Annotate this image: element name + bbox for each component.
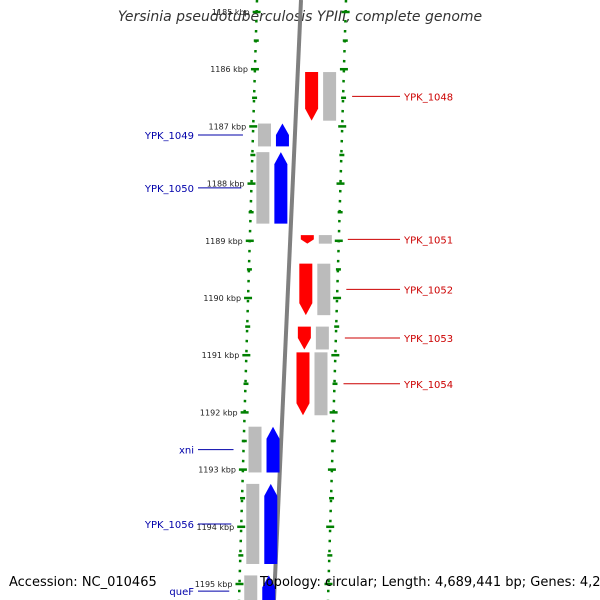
tick-label: 1192 kbp xyxy=(200,408,238,417)
gene-feature-track xyxy=(315,326,329,350)
gene-label-reverse[interactable]: YPK_1049 xyxy=(144,131,194,142)
tick-label: 1193 kbp xyxy=(198,466,236,475)
tick-label: 1195 kbp xyxy=(195,580,233,589)
gene-label-reverse[interactable]: YPK_1050 xyxy=(144,184,194,195)
gene-arrow-reverse[interactable] xyxy=(274,152,288,224)
gene-arrow-reverse[interactable] xyxy=(262,575,276,600)
gene-arrow-forward[interactable] xyxy=(296,352,310,416)
gene-label-forward[interactable]: YPK_1051 xyxy=(403,235,453,246)
tick-label: 1190 kbp xyxy=(203,294,241,303)
outer-ruler-line xyxy=(326,0,348,600)
gene-label-forward[interactable]: YPK_1048 xyxy=(403,92,453,103)
genome-backbone xyxy=(272,0,303,600)
accession-text: Accession: NC_010465 xyxy=(9,575,157,590)
tick-label: 1185 kbp xyxy=(212,8,250,17)
gene-arrow-reverse[interactable] xyxy=(275,123,289,147)
map-footer: Accession: NC_010465 Topology: circular;… xyxy=(0,572,600,594)
gene-label-forward[interactable]: YPK_1052 xyxy=(403,285,453,296)
genome-summary-text: Topology: circular; Length: 4,689,441 bp… xyxy=(260,575,600,590)
gene-label-reverse[interactable]: xni xyxy=(179,446,194,457)
gene-feature-track xyxy=(318,235,332,244)
gene-label-forward[interactable]: YPK_1053 xyxy=(403,334,453,345)
gene-feature-track xyxy=(323,72,337,121)
gene-arrow-forward[interactable] xyxy=(297,326,311,350)
gene-arrow-reverse[interactable] xyxy=(266,426,280,473)
inner-ruler-line xyxy=(237,0,259,600)
gene-arrow-reverse[interactable] xyxy=(264,483,278,564)
gene-arrow-forward[interactable] xyxy=(300,235,314,244)
gene-feature-track xyxy=(244,575,258,600)
gene-feature-track xyxy=(317,263,331,316)
gene-label-reverse[interactable]: YPK_1056 xyxy=(144,520,194,531)
tick-label: 1188 kbp xyxy=(207,180,245,189)
tick-label: 1189 kbp xyxy=(205,237,243,246)
tick-label: 1187 kbp xyxy=(209,122,247,131)
gene-feature-track xyxy=(248,426,262,473)
tick-label: 1191 kbp xyxy=(202,351,240,360)
gene-arrow-forward[interactable] xyxy=(299,263,313,316)
gene-feature-track xyxy=(246,483,260,564)
tick-label: 1194 kbp xyxy=(196,523,234,532)
gene-feature-track xyxy=(257,123,271,147)
gene-arrow-forward[interactable] xyxy=(305,72,319,121)
tick-label: 1186 kbp xyxy=(210,65,248,74)
gene-label-reverse[interactable]: queF xyxy=(169,587,194,598)
gene-feature-track xyxy=(256,152,270,224)
gene-feature-track xyxy=(314,352,328,416)
gene-label-forward[interactable]: YPK_1054 xyxy=(403,380,453,391)
